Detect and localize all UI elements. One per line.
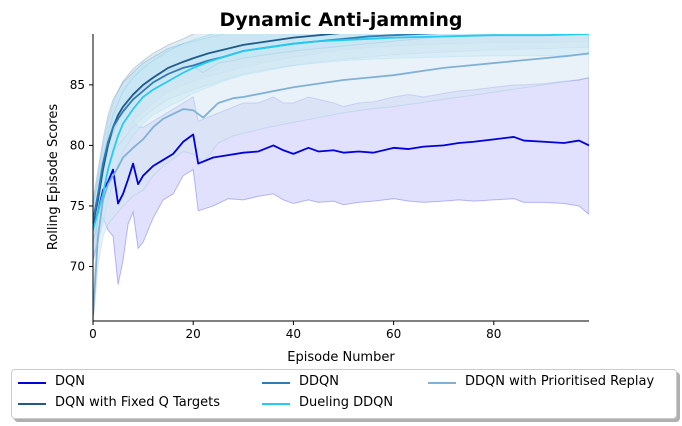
x-tick-label: 40: [286, 327, 301, 341]
series-lines: [93, 34, 589, 316]
legend-label: DQN with Fixed Q Targets: [55, 395, 220, 410]
legend-swatch: [428, 382, 456, 384]
line-dueling-ddqn: [93, 34, 589, 231]
x-tick-label: 20: [186, 327, 201, 341]
legend-label: Dueling DDQN: [299, 395, 394, 410]
y-tick-label: 85: [70, 78, 85, 92]
line-ddqn: [93, 34, 438, 221]
legend-swatch: [262, 403, 290, 405]
line-dqn: [93, 133, 589, 229]
band-ddqn-with-prioritised-replay: [93, 34, 589, 321]
y-tick-label: 80: [70, 138, 85, 152]
legend-swatch: [18, 382, 46, 384]
legend-label: DDQN: [299, 374, 339, 389]
legend-label: DDQN with Prioritised Replay: [465, 374, 655, 389]
y-tick-label: 70: [70, 260, 85, 274]
line-ddqn-with-prioritised-replay: [93, 52, 589, 316]
x-tick-label: 0: [89, 327, 97, 341]
chart-title: Dynamic Anti-jamming: [220, 9, 463, 31]
y-tick-label: 75: [70, 199, 85, 213]
x-axis-label: Episode Number: [287, 350, 395, 365]
x-tick-label: 60: [386, 327, 401, 341]
y-axis-label: Rolling Episode Scores: [46, 104, 61, 250]
confidence-bands: [93, 34, 589, 321]
legend-swatch: [18, 403, 46, 405]
axes: 0 20 40 60 80 70 75 80 85: [70, 34, 589, 341]
legend: DQN DQN with Fixed Q Targets DDQN Duelin…: [11, 369, 677, 419]
legend-label: DQN: [55, 374, 85, 389]
legend-swatch: [262, 382, 290, 384]
x-tick-label: 80: [486, 327, 501, 341]
